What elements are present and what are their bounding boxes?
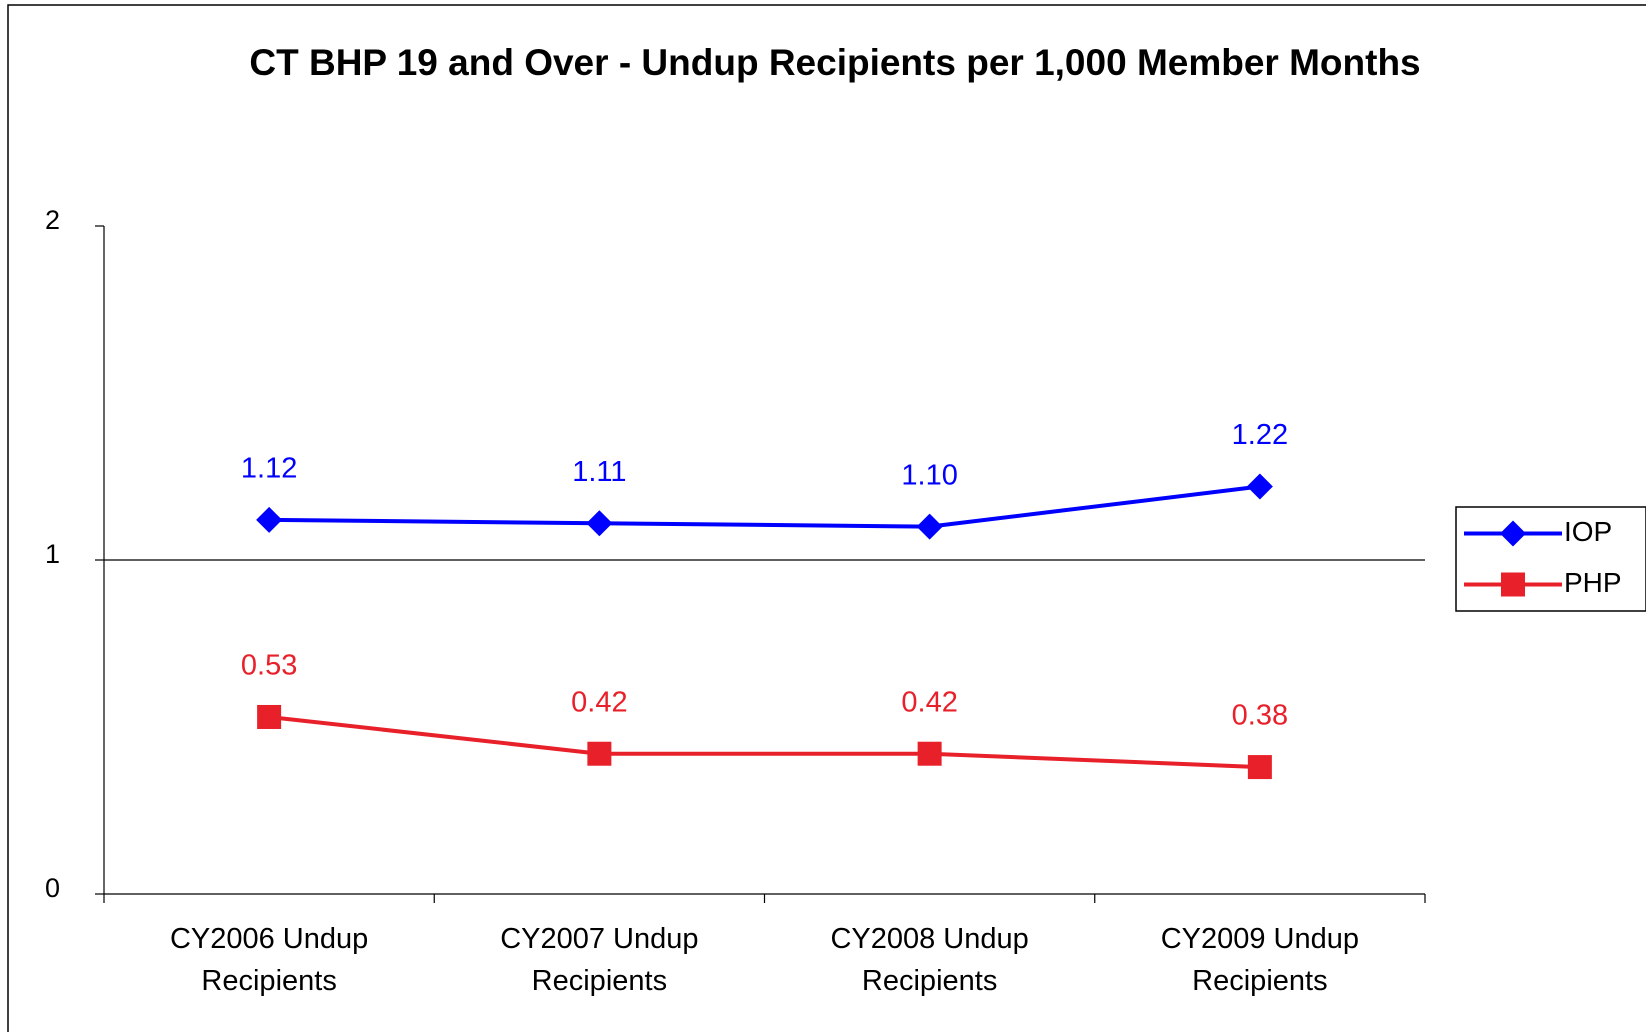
data-label: 1.11 — [572, 456, 626, 488]
marker — [586, 510, 613, 537]
series-line — [268, 714, 1260, 770]
marker — [917, 741, 942, 766]
data-label: 0.38 — [1232, 700, 1288, 732]
legend-marker — [1500, 520, 1526, 547]
data-label: 1.10 — [901, 459, 957, 491]
data-label: 1.22 — [1232, 419, 1288, 451]
y-tick-label: 0 — [45, 873, 60, 903]
legend-label: IOP — [1564, 516, 1612, 547]
legend-label: PHP — [1564, 567, 1622, 598]
x-tick-label: CY2008 Undup Recipients — [830, 923, 1029, 997]
series-line — [269, 484, 1261, 529]
y-tick-label: 1 — [45, 539, 60, 569]
data-label: 0.53 — [241, 650, 297, 682]
y-tick-label: 2 — [45, 205, 60, 235]
marker — [1246, 473, 1273, 500]
data-label: 0.42 — [571, 686, 627, 718]
legend-marker — [1501, 572, 1525, 597]
x-tick-label: CY2007 Undup Recipients — [500, 923, 699, 997]
x-tick-label: CY2009 Undup Recipients — [1160, 923, 1360, 997]
marker — [916, 513, 943, 540]
data-label: 0.42 — [901, 686, 957, 718]
chart-title: CT BHP 19 and Over - Undup Recipients pe… — [249, 42, 1421, 83]
marker — [256, 506, 283, 533]
marker — [587, 741, 612, 766]
marker — [1247, 755, 1272, 780]
data-label: 1.12 — [241, 453, 297, 485]
legend-box — [1455, 506, 1646, 612]
marker — [257, 704, 282, 729]
chart-border — [7, 4, 1646, 1032]
x-tick-label: CY2006 Undup Recipients — [169, 923, 369, 997]
